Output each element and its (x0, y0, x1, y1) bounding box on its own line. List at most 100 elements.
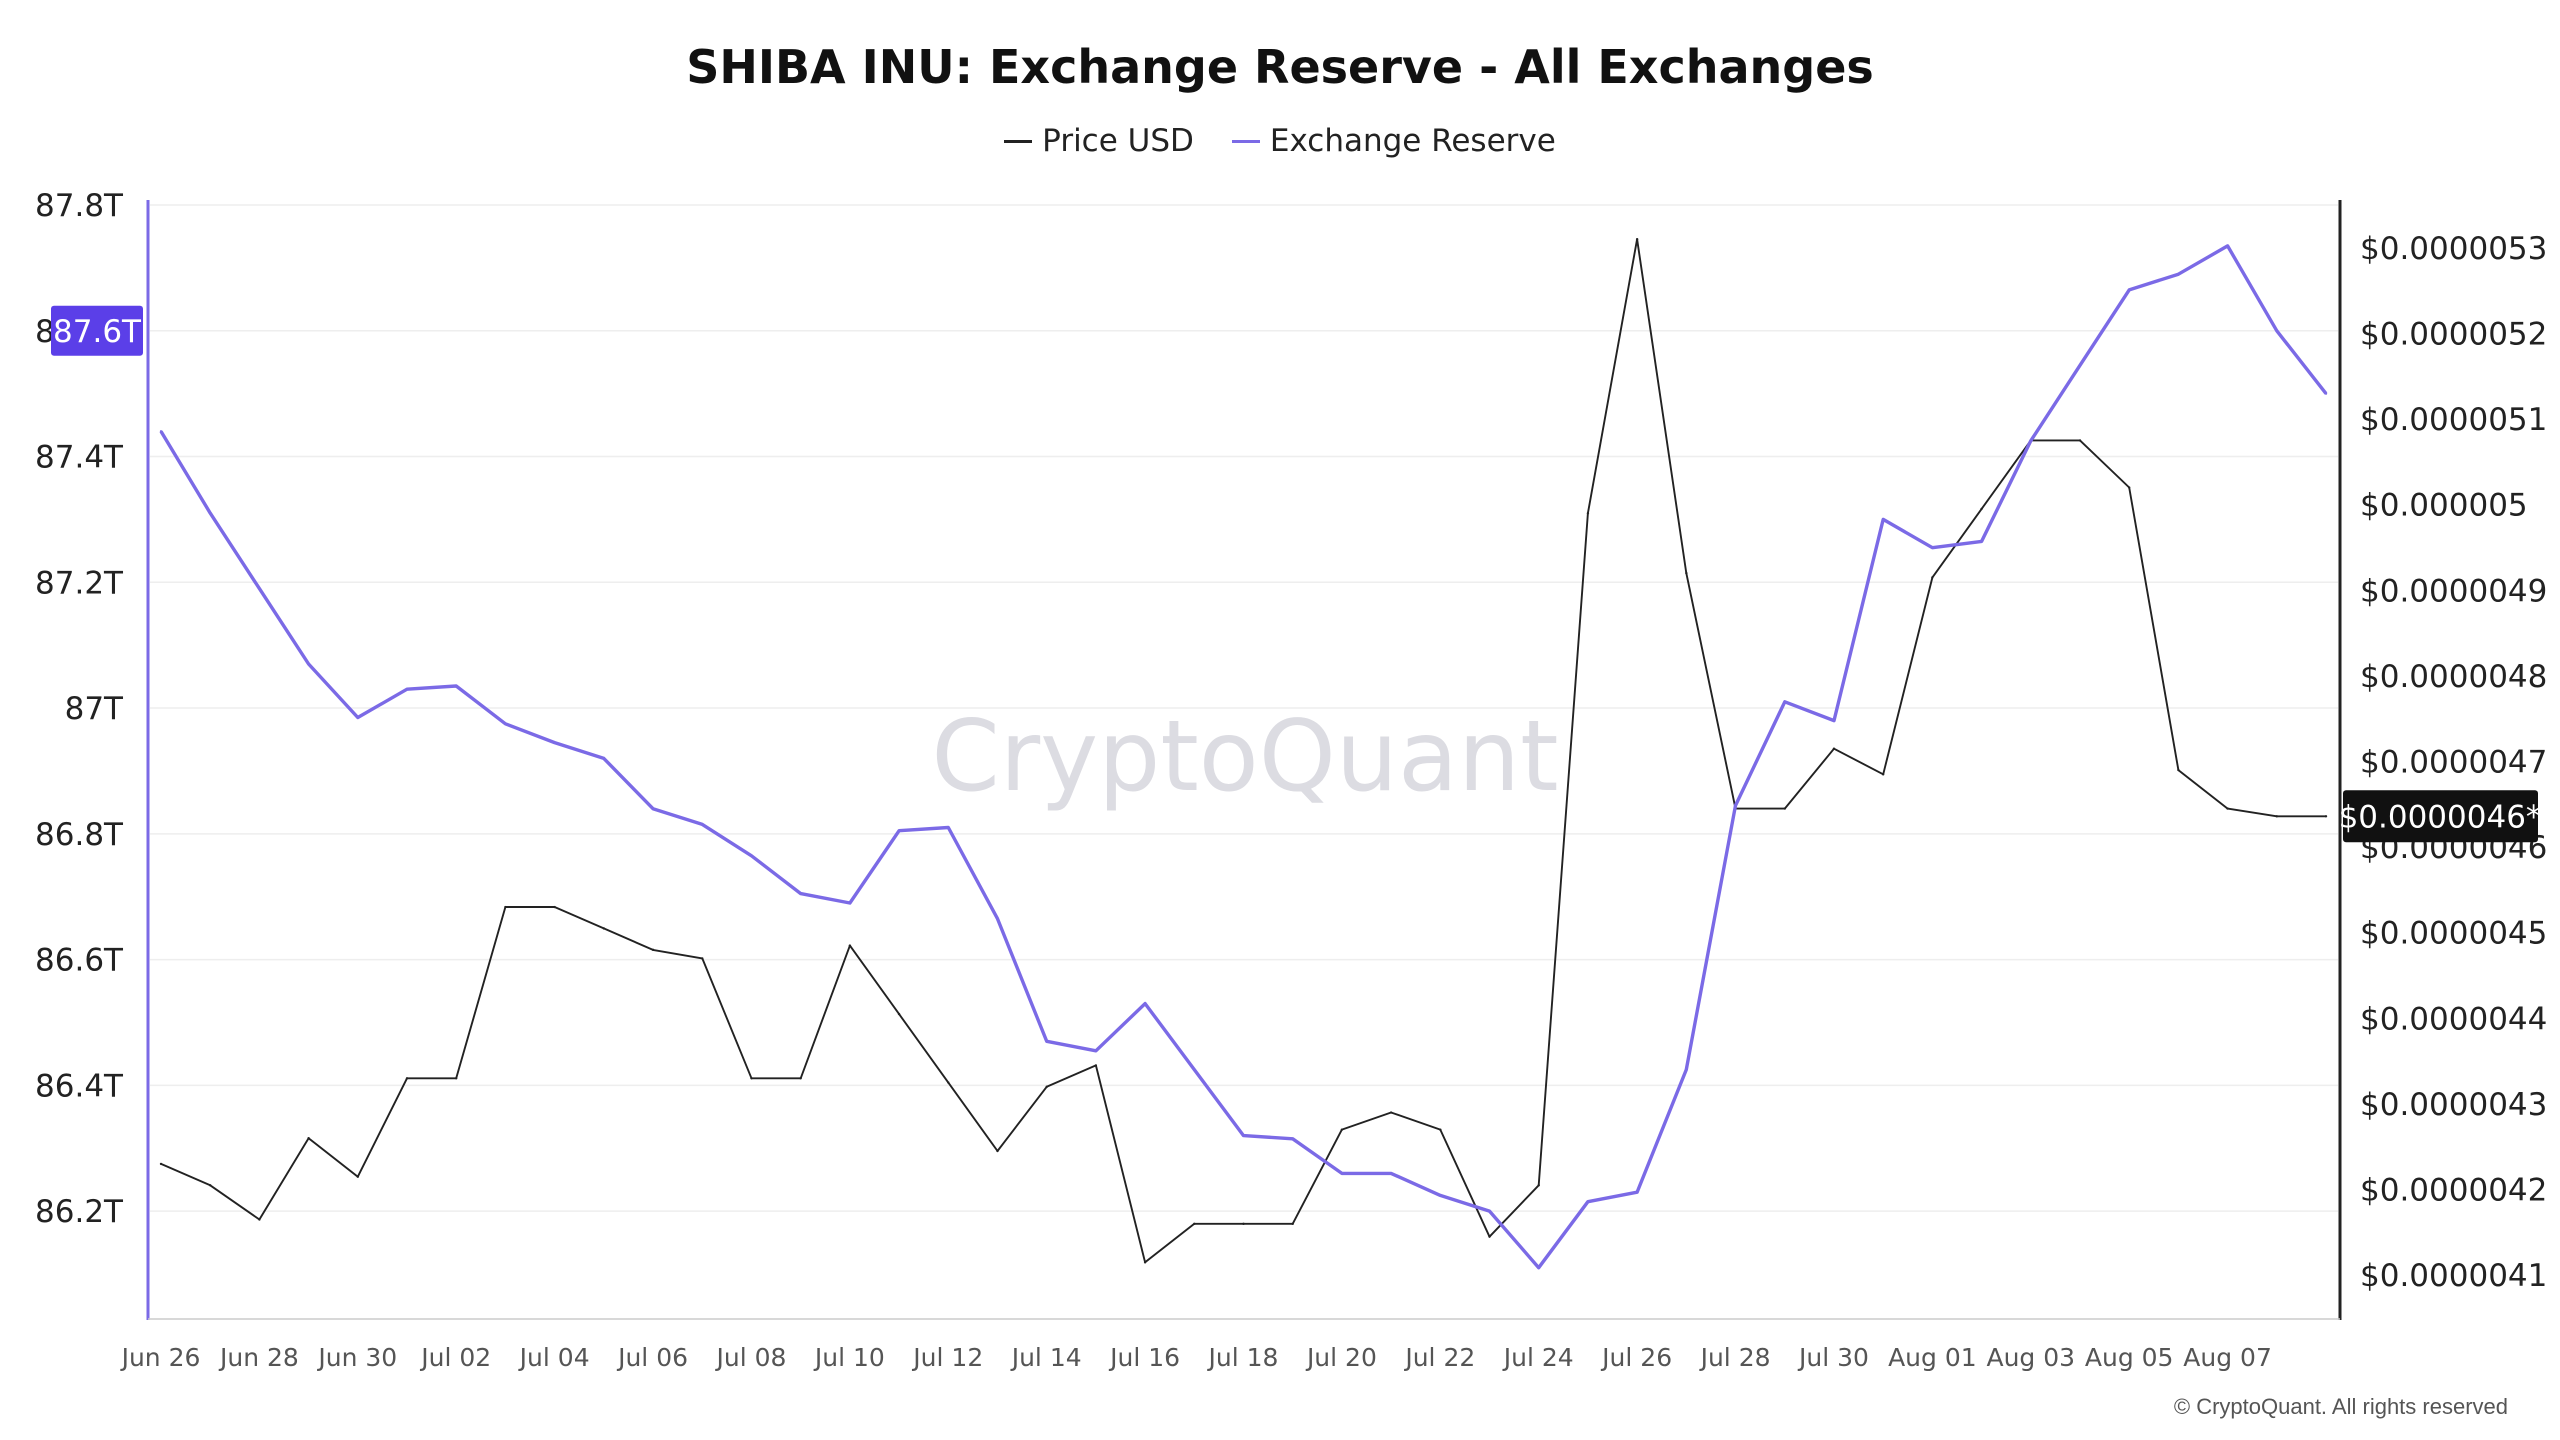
data-point-exchange-reserve (1537, 1266, 1540, 1269)
data-point-exchange-reserve (848, 901, 852, 905)
chart-title: SHIBA INU: Exchange Reserve - All Exchan… (686, 40, 1874, 94)
legend-item-reserve[interactable]: Exchange Reserve (1231, 123, 1556, 159)
data-point-price-usd (2177, 768, 2180, 772)
right-tick-label: $0.0000049 (2360, 573, 2547, 609)
axis-badges: 87.6T $0.0000046* (51, 305, 2542, 843)
data-point-price-usd (996, 1149, 999, 1153)
right-value-badge-label: $0.0000046* (2339, 799, 2542, 835)
watermark: CryptoQuant (931, 700, 1558, 814)
data-point-price-usd (1340, 1128, 1344, 1131)
left-tick-label: 87.2T (35, 565, 124, 601)
left-tick-label: 87T (65, 691, 124, 727)
x-tick-label: Jul 20 (1305, 1343, 1377, 1372)
x-tick-label: Jul 26 (1600, 1343, 1672, 1372)
data-point-exchange-reserve (897, 829, 901, 832)
x-tick-label: Jul 08 (714, 1343, 786, 1372)
data-point-exchange-reserve (1045, 1040, 1048, 1043)
legend-item-price[interactable]: Price USD (1004, 123, 1194, 159)
right-tick-label: $0.0000053 (2360, 231, 2547, 267)
gridlines (150, 204, 2338, 1212)
data-point-price-usd (1242, 1222, 1245, 1226)
data-point-exchange-reserve (1340, 1172, 1344, 1175)
data-point-price-usd (1537, 1184, 1540, 1187)
left-value-badge (51, 305, 143, 356)
data-point-exchange-reserve (1389, 1172, 1393, 1175)
data-point-exchange-reserve (2226, 244, 2229, 248)
data-point-price-usd (2226, 807, 2229, 810)
data-point-exchange-reserve (1242, 1134, 1245, 1137)
left-tick-label: 86.6T (35, 943, 124, 979)
x-tick-label: Aug 01 (1888, 1343, 1977, 1372)
data-point-price-usd (209, 1184, 212, 1187)
left-tick-label: 87.4T (35, 440, 124, 476)
data-point-exchange-reserve (651, 807, 655, 810)
data-point-exchange-reserve (1734, 804, 1737, 807)
right-tick-label: $0.0000041 (2360, 1258, 2547, 1294)
left-axis-ticks: 86.2T86.4T86.6T86.8T87T87.2T87.4T87.6T87… (35, 188, 124, 1230)
data-point-price-usd (1193, 1222, 1196, 1226)
data-point-price-usd (848, 944, 852, 947)
data-point-exchange-reserve (1685, 1068, 1688, 1071)
legend-label-price: Price USD (1042, 123, 1194, 159)
data-point-exchange-reserve (2275, 329, 2278, 332)
legend-label-reserve: Exchange Reserve (1269, 123, 1556, 159)
data-point-price-usd (1586, 512, 1590, 515)
data-point-exchange-reserve (455, 684, 458, 688)
data-point-exchange-reserve (1635, 1191, 1639, 1194)
x-tick-label: Jul 12 (911, 1343, 983, 1372)
left-tick-label: 86.4T (35, 1068, 124, 1104)
right-tick-label: $0.0000045 (2360, 916, 2547, 952)
data-point-price-usd (2127, 486, 2131, 489)
data-point-price-usd (1980, 507, 1983, 511)
data-point-exchange-reserve (159, 430, 163, 433)
data-point-exchange-reserve (1193, 1068, 1196, 1071)
data-point-price-usd (553, 905, 556, 909)
data-point-exchange-reserve (356, 716, 360, 719)
left-tick-label: 87.8T (35, 188, 124, 224)
data-point-price-usd (258, 1218, 261, 1221)
right-tick-label: $0.0000052 (2360, 316, 2547, 352)
data-point-exchange-reserve (258, 587, 261, 590)
x-tick-label: Jul 06 (616, 1343, 688, 1372)
series-group (159, 238, 2328, 1270)
data-point-price-usd (701, 957, 704, 960)
data-point-exchange-reserve (750, 854, 753, 858)
data-point-exchange-reserve (2078, 364, 2082, 367)
data-point-price-usd (947, 1081, 950, 1084)
data-point-exchange-reserve (1094, 1049, 1098, 1052)
data-point-price-usd (1045, 1085, 1048, 1089)
x-tick-label: Aug 03 (1986, 1343, 2075, 1372)
x-tick-label: Jun 28 (218, 1343, 299, 1372)
right-value-badge (2343, 790, 2538, 843)
data-point-exchange-reserve (209, 511, 212, 515)
right-tick-label: $0.0000042 (2360, 1173, 2547, 1209)
data-point-price-usd (1931, 576, 1934, 579)
data-point-exchange-reserve (2177, 272, 2180, 276)
x-tick-label: Jul 28 (1699, 1343, 1771, 1372)
data-point-exchange-reserve (1143, 1002, 1147, 1005)
data-point-price-usd (1389, 1111, 1393, 1114)
data-point-price-usd (405, 1077, 409, 1080)
data-point-exchange-reserve (553, 741, 556, 744)
data-point-exchange-reserve (602, 757, 606, 760)
data-point-exchange-reserve (2127, 288, 2131, 292)
data-point-exchange-reserve (996, 917, 999, 920)
data-point-exchange-reserve (405, 687, 409, 691)
data-point-exchange-reserve (1488, 1209, 1491, 1213)
x-tick-label: Jul 18 (1207, 1343, 1279, 1372)
data-point-price-usd (1488, 1235, 1491, 1238)
data-point-price-usd (1291, 1222, 1294, 1226)
data-point-price-usd (1635, 238, 1639, 241)
data-point-exchange-reserve (1291, 1137, 1294, 1140)
data-point-exchange-reserve (1832, 719, 1836, 722)
data-point-price-usd (1685, 571, 1688, 575)
right-tick-label: $0.0000051 (2360, 402, 2547, 438)
data-point-exchange-reserve (1586, 1200, 1590, 1203)
data-point-price-usd (504, 905, 507, 909)
data-point-exchange-reserve (1439, 1194, 1442, 1197)
x-tick-label: Jul 10 (813, 1343, 885, 1372)
data-point-price-usd (602, 927, 606, 930)
left-tick-label: 86.8T (35, 817, 124, 853)
data-point-price-usd (159, 1162, 163, 1166)
data-point-price-usd (356, 1175, 360, 1178)
